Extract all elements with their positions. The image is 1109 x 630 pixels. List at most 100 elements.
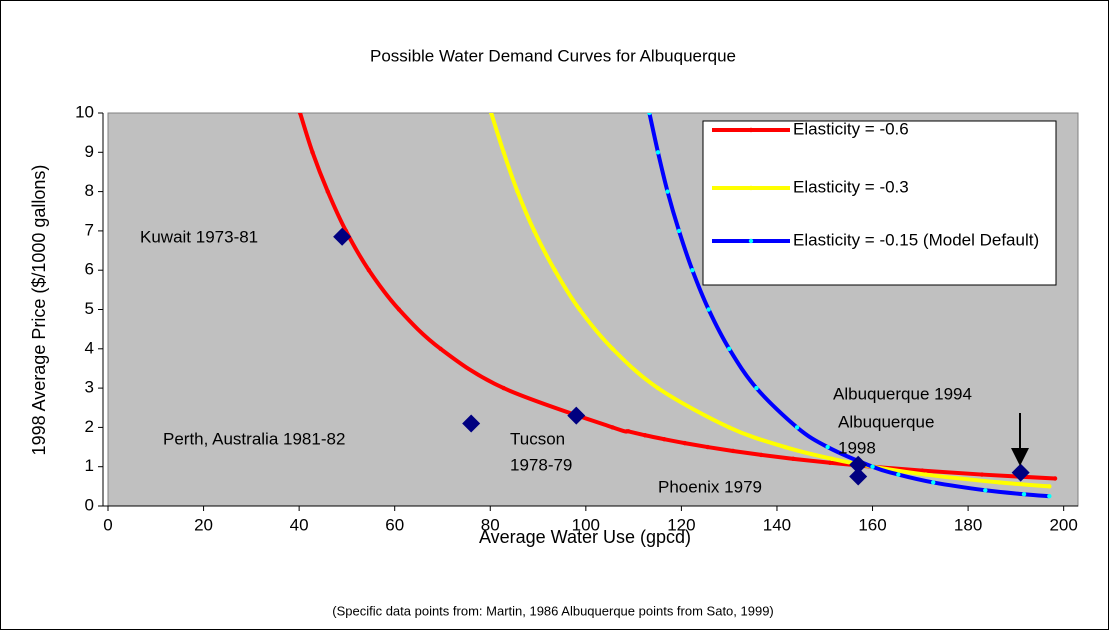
point-label: 1978-79 bbox=[510, 455, 572, 474]
legend-marker bbox=[748, 238, 754, 244]
x-axis-label: Average Water Use (gpcd) bbox=[479, 527, 691, 547]
series-marker bbox=[920, 468, 925, 473]
y-tick-label: 4 bbox=[85, 338, 94, 357]
data-point bbox=[849, 467, 868, 486]
series-marker bbox=[827, 460, 833, 465]
series-marker bbox=[655, 385, 661, 391]
series-marker bbox=[610, 425, 615, 430]
series-marker bbox=[923, 472, 928, 477]
legend-box bbox=[702, 120, 1057, 286]
series-marker bbox=[532, 228, 537, 234]
point-label: 1998 bbox=[838, 438, 876, 457]
y-tick-label: 0 bbox=[85, 495, 94, 514]
series-marker bbox=[825, 444, 830, 450]
series-marker bbox=[438, 346, 443, 351]
x-tick-label: 200 bbox=[1049, 515, 1077, 534]
series-marker bbox=[794, 425, 800, 430]
series-marker bbox=[758, 452, 764, 458]
series-marker bbox=[366, 268, 372, 273]
y-axis-label: 1998 Average Price ($/1000 gallons) bbox=[29, 165, 49, 456]
legend-label: Elasticity = -0.6 bbox=[793, 119, 909, 138]
series-marker bbox=[730, 448, 736, 454]
series-marker bbox=[829, 456, 835, 462]
series-marker bbox=[515, 189, 520, 194]
series-marker bbox=[647, 113, 652, 116]
series-marker bbox=[501, 150, 506, 155]
series-marker bbox=[706, 307, 711, 312]
legend-label: Elasticity = -0.3 bbox=[793, 177, 909, 196]
point-label: Albuquerque 1994 bbox=[833, 384, 972, 403]
series-marker bbox=[489, 113, 494, 116]
series-marker bbox=[676, 228, 682, 234]
series-marker bbox=[655, 150, 661, 155]
x-tick-label: 140 bbox=[763, 515, 791, 534]
plot-content bbox=[297, 113, 1058, 499]
series-marker bbox=[754, 385, 759, 391]
x-tick-label: 160 bbox=[858, 515, 886, 534]
x-tick-label: 80 bbox=[481, 515, 500, 534]
series-marker bbox=[979, 472, 985, 477]
x-tick-label: 40 bbox=[290, 515, 309, 534]
y-tick-label: 6 bbox=[85, 260, 94, 279]
series-marker bbox=[501, 385, 506, 391]
x-tick-label: 180 bbox=[954, 515, 982, 534]
chart-title: Possible Water Demand Curves for Albuque… bbox=[370, 46, 736, 65]
series-marker bbox=[396, 307, 402, 312]
series-marker bbox=[705, 444, 710, 450]
data-point bbox=[1011, 463, 1030, 482]
point-label: Albuquerque bbox=[838, 412, 934, 431]
x-tick-label: 120 bbox=[667, 515, 695, 534]
point-label: Perth, Australia 1981-82 bbox=[163, 429, 345, 448]
x-tick-label: 100 bbox=[572, 515, 600, 534]
series-marker bbox=[1021, 492, 1027, 497]
series-marker bbox=[1047, 484, 1052, 489]
y-tick-label: 10 bbox=[75, 102, 94, 121]
series-marker bbox=[642, 433, 648, 438]
series-marker bbox=[552, 268, 557, 273]
y-tick-label: 1 bbox=[85, 456, 94, 475]
series-marker bbox=[726, 425, 732, 430]
series-marker bbox=[297, 113, 303, 116]
y-tick-label: 3 bbox=[85, 378, 94, 397]
y-tick-label: 7 bbox=[85, 220, 94, 239]
series-marker bbox=[1052, 476, 1058, 481]
data-point bbox=[462, 414, 481, 433]
series-marker bbox=[1047, 493, 1052, 499]
legend-marker bbox=[748, 127, 754, 133]
series-line bbox=[489, 113, 1050, 489]
point-label: Kuwait 1973-81 bbox=[140, 227, 258, 246]
legend-label: Elasticity = -0.15 (Model Default) bbox=[793, 230, 1039, 249]
series-marker bbox=[626, 429, 631, 434]
footnote: (Specific data points from: Martin, 1986… bbox=[332, 603, 774, 618]
x-tick-label: 60 bbox=[385, 515, 404, 534]
y-tick-label: 5 bbox=[85, 299, 94, 318]
point-label: Phoenix 1979 bbox=[658, 477, 762, 496]
point-label: Tucson bbox=[510, 429, 565, 448]
legend-marker bbox=[748, 185, 754, 191]
series-marker bbox=[896, 472, 901, 477]
y-tick-label: 2 bbox=[85, 417, 94, 436]
series-marker bbox=[665, 189, 670, 194]
series-marker bbox=[996, 480, 1002, 485]
arrow-head bbox=[1011, 448, 1029, 466]
x-tick-label: 20 bbox=[194, 515, 213, 534]
series-marker bbox=[782, 444, 788, 450]
series-marker bbox=[610, 346, 615, 351]
series-marker bbox=[983, 488, 988, 493]
series-marker bbox=[325, 189, 331, 194]
series-marker bbox=[682, 440, 687, 446]
series-marker bbox=[310, 150, 315, 155]
y-tick-label: 8 bbox=[85, 181, 94, 200]
series-marker bbox=[661, 436, 667, 442]
series-marker bbox=[870, 464, 875, 469]
data-point bbox=[333, 227, 352, 246]
data-point bbox=[849, 455, 868, 474]
y-tick-label: 9 bbox=[85, 142, 94, 161]
series-line bbox=[647, 113, 1050, 499]
data-point bbox=[567, 406, 586, 425]
series-marker bbox=[577, 307, 582, 312]
series-marker bbox=[791, 456, 796, 462]
series-marker bbox=[726, 346, 732, 351]
series-marker bbox=[690, 268, 695, 273]
